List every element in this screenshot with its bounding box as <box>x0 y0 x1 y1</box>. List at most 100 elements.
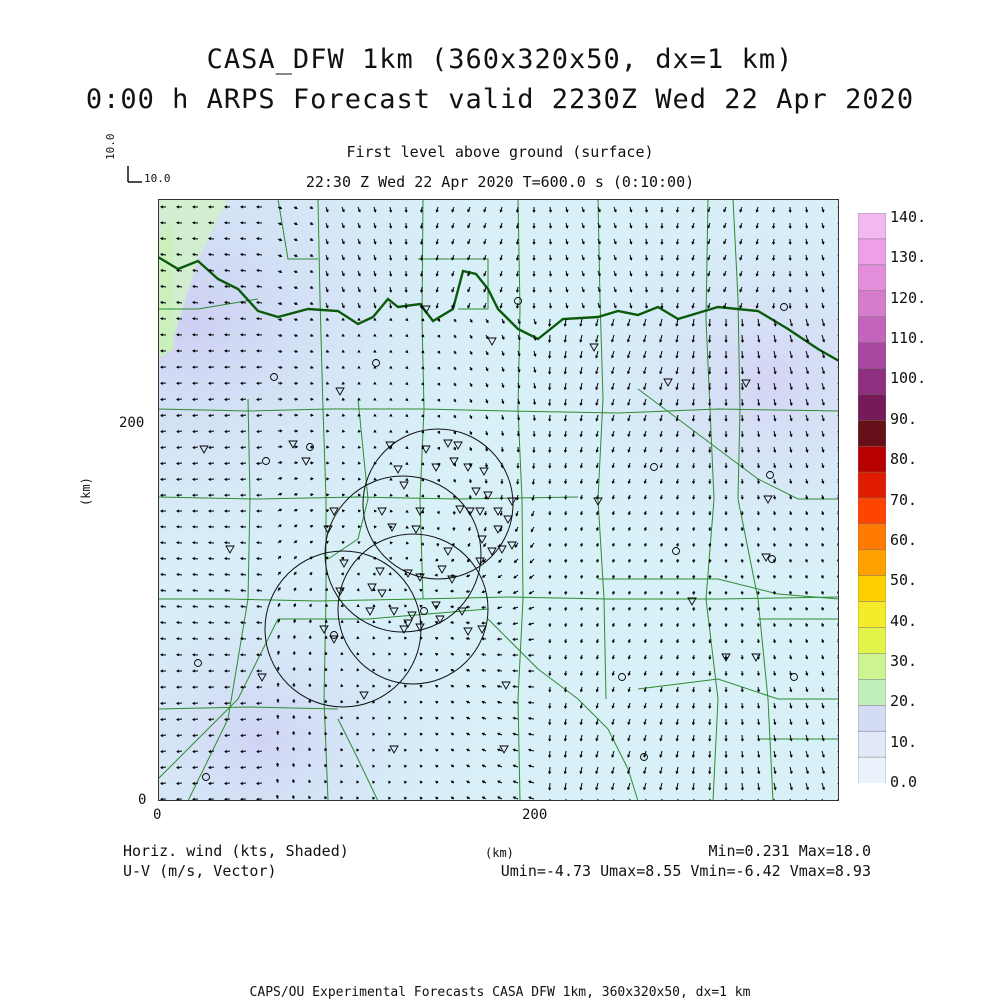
wind-vector-head <box>708 640 712 644</box>
colorbar-label: 0.0 <box>890 773 918 791</box>
wind-vector-head <box>597 305 601 309</box>
wind-vector-head <box>453 431 457 435</box>
wind-vector-head <box>565 305 569 309</box>
wind-vector-head <box>450 653 454 656</box>
wind-vector-head <box>341 317 345 321</box>
wind-vector-head <box>724 449 728 454</box>
wind-vector-head <box>773 418 777 422</box>
wind-vector-head <box>175 461 180 465</box>
station-triangle <box>487 547 497 556</box>
wind-vector-head <box>676 528 680 532</box>
wind-vector-head <box>483 273 487 277</box>
wind-vector-head <box>548 528 552 532</box>
station-triangle <box>431 463 441 472</box>
wind-vector-head <box>532 289 536 293</box>
wind-vector-head <box>628 527 631 532</box>
wind-vector-head <box>256 541 260 545</box>
wind-vector-head <box>340 764 344 768</box>
wind-vector-head <box>325 587 328 591</box>
wind-vector-head <box>821 705 825 709</box>
wind-vector-head <box>611 433 615 438</box>
wind-vector-head <box>563 339 567 343</box>
wind-vector-head <box>675 480 679 485</box>
wind-vector-head <box>325 556 329 560</box>
wind-vector-head <box>294 556 297 559</box>
wind-vector-head <box>256 349 260 353</box>
wind-vector <box>580 766 583 774</box>
wind-vector-head <box>517 401 521 405</box>
wind-vector-head <box>675 787 679 791</box>
wind-vector-head <box>451 273 455 277</box>
wind-vector-head <box>240 525 244 529</box>
wind-vector-head <box>627 705 631 709</box>
wind-vector-head <box>388 748 391 752</box>
wind-vector-head <box>256 381 260 385</box>
wind-vector-head <box>208 365 212 369</box>
wind-vector-head <box>708 771 712 775</box>
wind-vector-head <box>208 781 212 785</box>
wind-vector <box>692 366 695 374</box>
wind-vector-head <box>643 371 647 375</box>
wind-vector-head <box>224 445 228 450</box>
wind-vector-head <box>208 268 212 273</box>
wind-vector <box>627 366 631 374</box>
wind-vector-head <box>294 317 298 321</box>
wind-vector-head <box>659 787 663 791</box>
wind-vector-head <box>224 477 228 481</box>
wind-vector-head <box>224 317 228 321</box>
wind-vector-head <box>723 241 727 245</box>
wind-vector-head <box>595 770 599 775</box>
wind-vector-head <box>581 305 585 309</box>
wind-vector-head <box>515 273 519 277</box>
wind-vector-head <box>563 705 568 709</box>
wind-vector-head <box>772 543 776 548</box>
wind-vector <box>580 750 583 758</box>
wind-vector-head <box>356 780 360 784</box>
wind-vector-head <box>740 738 744 742</box>
wind-vector <box>741 318 744 327</box>
wind-vector-head <box>676 512 680 516</box>
wind-vector-head <box>293 587 297 591</box>
wind-vector-head <box>208 765 212 770</box>
wind-vector-head <box>405 556 409 560</box>
wind-vector-head <box>580 543 584 548</box>
wind-vector-head <box>581 273 585 277</box>
wind-vector-head <box>276 666 280 670</box>
wind-vector-head <box>437 430 441 435</box>
wind-vector-head <box>308 683 312 687</box>
wind-vector-head <box>757 418 761 422</box>
wind-vector-head <box>451 558 455 562</box>
wind-vector-head <box>548 402 552 407</box>
wind-vector-head <box>676 656 680 660</box>
wind-vector-head <box>192 429 196 434</box>
wind-vector-head <box>435 796 439 800</box>
wind-vector-head <box>340 651 344 656</box>
station-triangle <box>399 481 409 490</box>
wind-vector-head <box>372 572 376 576</box>
wind-vector-head <box>465 605 469 609</box>
wind-vector-head <box>224 493 228 497</box>
wind-vector-head <box>564 481 568 485</box>
colorbar-swatch <box>858 290 886 318</box>
wind-vector-head <box>565 225 569 229</box>
wind-vector-head <box>357 317 361 321</box>
wind-vector-head <box>276 714 280 718</box>
wind-vector-head <box>341 349 345 353</box>
wind-vector-head <box>389 366 393 369</box>
wind-vector-head <box>481 637 485 641</box>
wind-vector-head <box>357 477 362 481</box>
wind-vector <box>659 782 663 790</box>
wind-vector-head <box>308 763 312 767</box>
wind-vector-head <box>310 222 314 225</box>
wind-vector-head <box>435 748 439 752</box>
wind-vector-head <box>692 640 696 644</box>
wind-vector-head <box>548 673 552 677</box>
wind-vector-head <box>256 509 260 513</box>
wind-vector-head <box>256 781 260 785</box>
wind-vector-head <box>548 722 552 726</box>
station-triangle <box>415 623 425 632</box>
wind-vector-head <box>611 402 615 406</box>
wind-vector-head <box>388 796 391 800</box>
wind-vector-head <box>659 418 663 422</box>
wind-vector-head <box>208 572 212 577</box>
